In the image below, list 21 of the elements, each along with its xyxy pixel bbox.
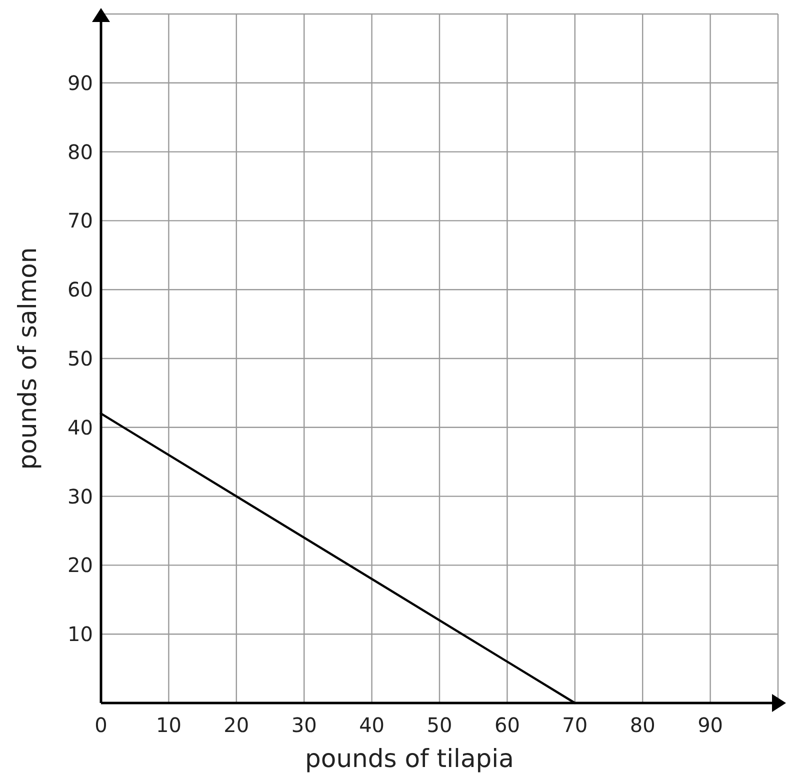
y-tick-label: 90 [68,70,93,95]
y-tick-label: 50 [68,346,93,370]
y-tick-label: 30 [68,484,93,508]
x-tick-label: 30 [291,713,317,737]
y-axis-title: pounds of salmon [13,247,42,470]
x-tick-label: 90 [698,713,724,737]
y-tick-label: 40 [68,415,93,440]
x-tick-label: 10 [156,713,182,737]
x-axis-title: pounds of tilapia [305,744,514,773]
y-tick-label: 70 [68,208,93,233]
x-tick-label: 40 [359,713,385,737]
x-tick-label: 60 [494,713,520,737]
y-tick-label: 10 [68,622,93,646]
x-tick-label: 80 [630,713,656,737]
x-tick-label: 20 [224,713,250,737]
x-tick-label: 50 [426,713,452,737]
y-tick-label: 60 [68,278,93,302]
y-tick-label: 20 [68,553,93,578]
x-tick-label: 0 [94,713,108,737]
x-tick-label: 70 [562,713,588,737]
y-tick-label: 80 [68,140,93,164]
